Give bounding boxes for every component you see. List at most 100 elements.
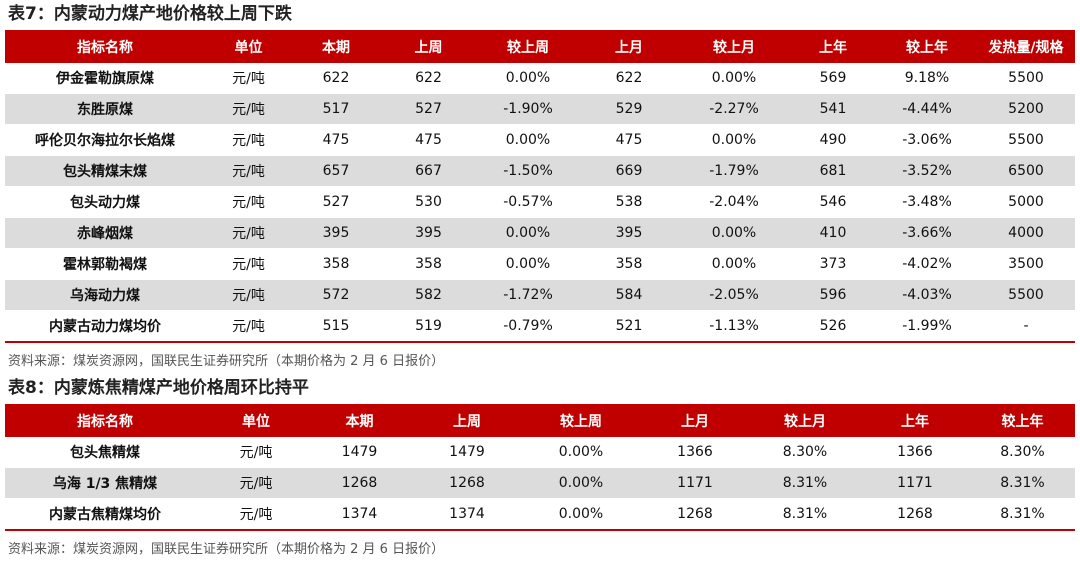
table8: 指标名称 单位 本期 上周 较上周 上月 较上月 上年 较上年 包头焦精煤 元/吨 1479 1479…	[5, 404, 1075, 531]
table-cell: 569	[819, 70, 847, 86]
table-cell: -0.57%	[503, 194, 553, 210]
table-cell: 0.00%	[477, 217, 579, 249]
row-label: 呼伦贝尔海拉尔长焰煤	[35, 133, 175, 149]
table-cell: 5200	[977, 93, 1075, 125]
row-label: 包头精煤末煤	[5, 155, 205, 187]
row-label: 内蒙古动力煤均价	[49, 319, 161, 335]
table-row: 乌海动力煤 元/吨 572 582 -1.72% 584 -2.05% 596 -4.03% 55…	[5, 279, 1075, 311]
table-cell: 527	[322, 194, 350, 210]
table-cell: 8.31%	[1000, 506, 1045, 522]
table-cell: 527	[380, 93, 477, 125]
table-row: 内蒙古动力煤均价 元/吨 515 519 -0.79% 521 -1.13% 526 -1.99…	[5, 311, 1075, 342]
table7-header-cell: 上月	[579, 30, 679, 63]
table-cell: 0.00%	[711, 70, 757, 86]
table-row: 内蒙古焦精煤均价 元/吨 1374 1374 0.00% 1268 8.31% 1268 8.3…	[5, 499, 1075, 530]
table-cell: 596	[789, 279, 877, 311]
table-cell: 572	[292, 279, 380, 311]
table7-header-cell: 较上周	[477, 30, 579, 63]
table-row: 包头动力煤 元/吨 527 530 -0.57% 538 -2.04% 546 -3.48% 50…	[5, 187, 1075, 218]
table7-source: 资料来源：煤炭资源网，国联民生证券研究所（本期价格为 2 月 6 日报价）	[8, 354, 445, 369]
table8-body: 包头焦精煤 元/吨 1479 1479 0.00% 1366 8.30% 1366 8.30% 乌…	[5, 437, 1075, 530]
row-label: 包头动力煤	[70, 195, 140, 211]
table-row: 东胜原煤 元/吨 517 527 -1.90% 529 -2.27% 541 -4.44% 520…	[5, 93, 1075, 125]
table-cell: 0.00%	[505, 256, 551, 272]
table-cell: 529	[579, 93, 679, 125]
row-label: 赤峰烟煤	[5, 217, 205, 249]
table-cell: 475	[322, 132, 350, 148]
table-cell: 0.00%	[558, 506, 604, 522]
table-cell: 1268	[412, 467, 522, 499]
table8-header-cell: 指标名称	[5, 404, 205, 437]
table-cell: 530	[415, 194, 442, 210]
table-cell: 元/吨	[205, 467, 307, 499]
table-cell: 582	[380, 279, 477, 311]
table-cell: 元/吨	[232, 71, 265, 87]
table-cell: 358	[615, 256, 643, 272]
table-cell: 元/吨	[232, 195, 265, 211]
table-cell: -1.79%	[679, 155, 789, 187]
table8-header: 指标名称 单位 本期 上周 较上周 上月 较上月 上年 较上年	[5, 404, 1075, 437]
table-cell: 5000	[1008, 194, 1044, 210]
table-cell: 584	[579, 279, 679, 311]
table-cell: 1479	[449, 444, 485, 460]
table-cell: 517	[292, 93, 380, 125]
table-cell: 8.31%	[782, 506, 828, 522]
table-cell: -1.13%	[709, 318, 759, 334]
table-cell: 0.00%	[558, 444, 604, 460]
table-cell: 395	[292, 217, 380, 249]
table-cell: 358	[322, 256, 350, 272]
row-label: 霍林郭勒褐煤	[63, 257, 147, 273]
table-cell: -4.03%	[877, 279, 977, 311]
table7-header-cell: 上周	[380, 30, 477, 63]
table-cell: 8.30%	[1000, 444, 1045, 460]
table-cell: 657	[292, 155, 380, 187]
table-cell: -1.72%	[477, 279, 579, 311]
table-cell: 0.00%	[679, 217, 789, 249]
row-label: 伊金霍勒旗原煤	[56, 71, 154, 87]
table-cell: -4.44%	[877, 93, 977, 125]
table-cell: 395	[380, 217, 477, 249]
table8-header-cell: 上周	[412, 404, 522, 437]
row-label: 内蒙古焦精煤均价	[49, 507, 161, 523]
table-cell: 8.31%	[970, 467, 1075, 499]
table-cell: 358	[415, 256, 442, 272]
table7-header-cell: 单位	[205, 30, 292, 63]
table-cell: 669	[579, 155, 679, 187]
table8-header-cell: 上月	[640, 404, 750, 437]
table-cell: 1171	[860, 467, 970, 499]
table-cell: 0.00%	[711, 132, 757, 148]
table-row: 霍林郭勒褐煤 元/吨 358 358 0.00% 358 0.00% 373 -4.02% 350…	[5, 249, 1075, 280]
table-cell: 8.31%	[750, 467, 860, 499]
table-cell: 395	[579, 217, 679, 249]
table7-header-cell: 上年	[789, 30, 877, 63]
table-cell: -2.05%	[679, 279, 789, 311]
table-cell: -4.02%	[902, 256, 952, 272]
table-cell: 1374	[341, 506, 378, 522]
table-cell: 526	[819, 318, 847, 334]
table-cell: 1366	[677, 444, 713, 460]
table-cell: 6500	[977, 155, 1075, 187]
table-cell: -3.06%	[902, 132, 952, 148]
table-cell: 622	[615, 70, 643, 86]
table-cell: -1.50%	[477, 155, 579, 187]
table-cell: 8.30%	[782, 444, 828, 460]
row-label: 包头焦精煤	[70, 445, 140, 461]
table-cell: 0.00%	[522, 467, 640, 499]
table-cell: 519	[415, 318, 442, 334]
table-cell: 1268	[897, 506, 933, 522]
table-cell: 546	[819, 194, 847, 210]
table-cell: -	[1023, 318, 1029, 334]
table-cell: 475	[415, 132, 442, 148]
table-cell: -3.66%	[877, 217, 977, 249]
table-cell: 5500	[1008, 132, 1044, 148]
table-row: 包头焦精煤 元/吨 1479 1479 0.00% 1366 8.30% 1366 8.30%	[5, 437, 1075, 468]
table-cell: -3.48%	[902, 194, 952, 210]
table-row: 包头精煤末煤 元/吨 657 667 -1.50% 669 -1.79% 681 -3.52% 6…	[5, 155, 1075, 187]
table8-header-cell: 较上周	[522, 404, 640, 437]
table-cell: 515	[322, 318, 350, 334]
table8-header-cell: 上年	[860, 404, 970, 437]
table7-body: 伊金霍勒旗原煤 元/吨 622 622 0.00% 622 0.00% 569 9.18% 550…	[5, 63, 1075, 342]
table8-header-cell: 较上月	[750, 404, 860, 437]
table-cell: 667	[380, 155, 477, 187]
table-cell: 元/吨	[205, 279, 292, 311]
